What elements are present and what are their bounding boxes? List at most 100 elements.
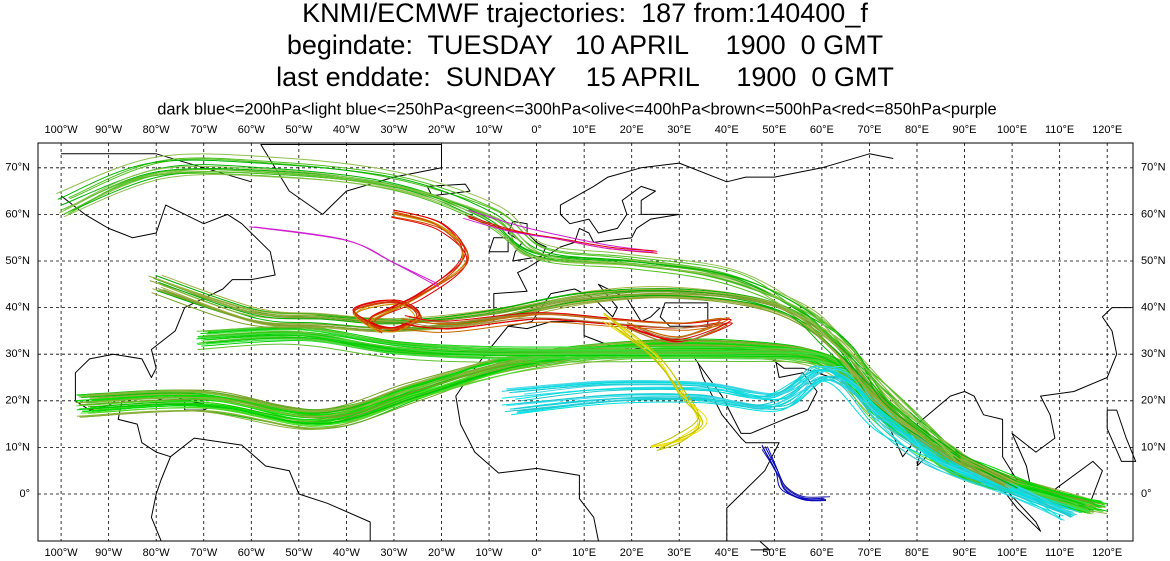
trajectory-red — [468, 209, 658, 252]
lon-label-bottom: 50°W — [285, 547, 313, 559]
trajectory-cyan — [515, 370, 1075, 511]
lon-label-top: 60°W — [238, 124, 266, 136]
trajectory-green — [76, 350, 1107, 512]
coastline — [60, 195, 371, 541]
trajectory-purple — [249, 226, 440, 288]
trajectory-green — [76, 349, 1103, 512]
trajectory-green — [203, 337, 1089, 513]
trajectory-cyan — [506, 378, 1065, 521]
title: KNMI/ECMWF trajectories: 187 from:140400… — [302, 0, 868, 28]
lat-label-left: 30°N — [5, 348, 30, 360]
lon-label-top: 90°W — [95, 124, 123, 136]
coastline — [493, 153, 894, 322]
lat-label-left: 0° — [19, 488, 30, 500]
trajectory-green — [77, 344, 1089, 515]
lon-label-top: 90°E — [953, 124, 977, 136]
trajectory-green — [76, 338, 1095, 502]
lat-label-right: 50°N — [1141, 255, 1166, 267]
trajectory-green — [92, 349, 1093, 506]
lon-label-bottom: 40°E — [715, 547, 739, 559]
lon-label-top: 50°E — [762, 124, 786, 136]
trajectory-olive — [155, 275, 1016, 486]
trajectory-dark-blue — [764, 446, 825, 500]
lat-label-right: 60°N — [1141, 208, 1166, 220]
trajectory-olive — [158, 289, 1009, 481]
lon-label-bottom: 70°W — [190, 547, 218, 559]
coastline — [1106, 409, 1137, 462]
trajectory-green — [86, 347, 1101, 512]
lon-label-top: 110°E — [1045, 124, 1074, 136]
lon-label-top: 40°E — [715, 124, 739, 136]
lat-label-right: 0° — [1141, 488, 1152, 500]
trajectory-green — [88, 343, 1095, 511]
trajectory-green — [75, 344, 1097, 509]
trajectory-green — [89, 339, 1103, 505]
trajectory-green — [79, 340, 1094, 504]
pressure-legend: dark blue<=200hPa<light blue<=250hPa<gre… — [157, 100, 997, 118]
trajectory-green — [86, 349, 1102, 509]
lat-label-right: 20°N — [1141, 395, 1166, 407]
trajectory-green — [92, 344, 1093, 506]
lon-label-top: 70°W — [190, 124, 218, 136]
trajectory-northern — [68, 157, 960, 457]
trajectory-green — [75, 342, 1108, 505]
lon-label-top: 40°W — [333, 124, 361, 136]
lat-label-right: 70°N — [1141, 162, 1166, 174]
trajectory-olive — [161, 274, 1008, 481]
trajectory-cyan — [501, 365, 1062, 510]
trajectory-olive — [155, 277, 1017, 483]
coastline — [455, 396, 599, 541]
trajectory-dark-blue — [761, 446, 824, 501]
lat-label-right: 40°N — [1141, 302, 1166, 314]
lon-label-bottom: 20°E — [620, 547, 644, 559]
lon-label-top: 100°E — [997, 124, 1027, 136]
trajectory-purple — [254, 226, 439, 285]
trajectory-green — [87, 349, 1105, 505]
trajectory-olive — [157, 288, 1009, 482]
trajectory-green — [86, 339, 1090, 505]
lon-label-bottom: 20°W — [428, 547, 456, 559]
trajectory-green — [79, 350, 1095, 503]
trajectory-green — [87, 340, 1097, 507]
trajectory-green — [79, 350, 1104, 511]
lon-label-bottom: 10°W — [476, 547, 504, 559]
trajectory-green — [75, 342, 1102, 503]
trajectory-green — [84, 347, 1090, 513]
trajectory-green — [78, 347, 1097, 510]
trajectory-green — [76, 355, 1108, 514]
lon-label-bottom: 60°E — [810, 547, 834, 559]
trajectory-northern — [69, 165, 957, 462]
trajectory-red — [354, 211, 464, 331]
lon-label-top: 60°E — [810, 124, 834, 136]
lon-label-top: 80°W — [143, 124, 171, 136]
lon-label-bottom: 70°E — [857, 547, 881, 559]
lat-label-left: 70°N — [5, 162, 30, 174]
lon-label-top: 30°E — [667, 124, 691, 136]
trajectory-green — [78, 344, 1092, 506]
trajectory-cyan — [519, 375, 1072, 518]
trajectory-red — [468, 217, 656, 252]
lat-label-left: 20°N — [5, 395, 30, 407]
trajectory-northern — [63, 174, 954, 457]
lon-label-bottom: 120°E — [1092, 547, 1122, 559]
map-frame — [37, 142, 1134, 542]
lon-label-bottom: 40°W — [333, 547, 361, 559]
lat-label-left: 10°N — [5, 441, 30, 453]
coastline — [750, 541, 771, 551]
lon-label-bottom: 30°E — [667, 547, 691, 559]
lon-label-top: 70°E — [857, 124, 881, 136]
trajectory-brown — [407, 314, 724, 338]
trajectory-green — [80, 354, 1093, 515]
lon-label-bottom: 80°W — [143, 547, 171, 559]
trajectory-green — [83, 349, 1106, 507]
trajectory-red — [466, 215, 658, 254]
trajectory-yellow — [603, 312, 699, 447]
trajectory-northern — [64, 168, 963, 456]
coastline — [488, 237, 509, 253]
lon-label-top: 120°E — [1092, 124, 1122, 136]
lat-label-left: 50°N — [5, 255, 30, 267]
trajectory-green — [92, 345, 1091, 513]
axis-labels: 100°W 100°W 90°W 90°W 80°W 80°W 70°W 70°W 60°W 60… — [5, 124, 1165, 559]
lon-label-top: 50°W — [285, 124, 313, 136]
